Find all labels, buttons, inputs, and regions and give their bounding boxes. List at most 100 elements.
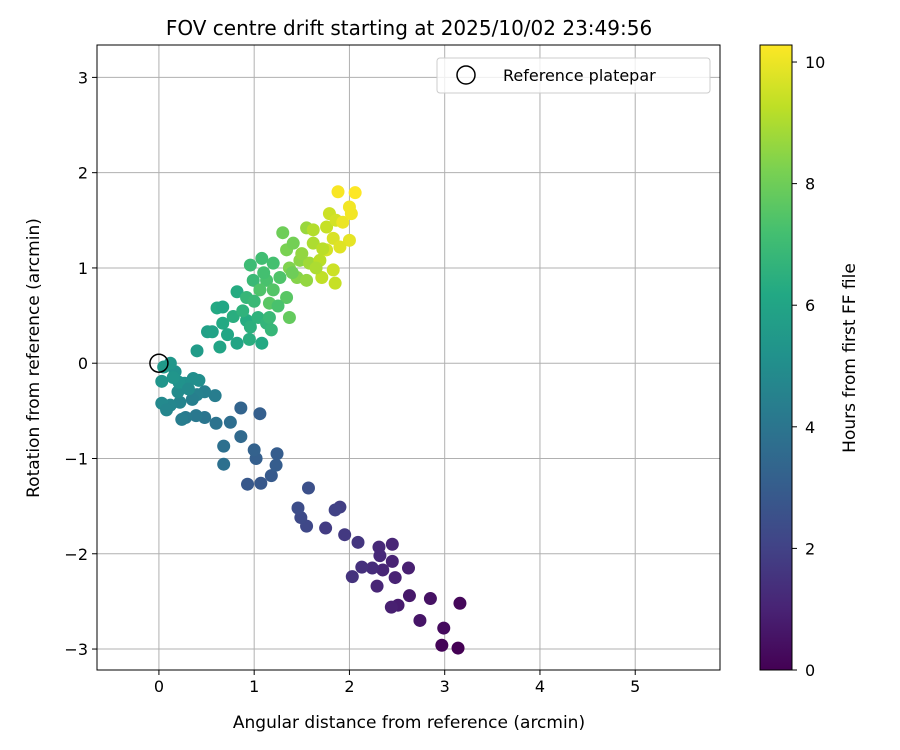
data-point <box>385 554 399 568</box>
data-point <box>264 469 278 483</box>
y-tick-label: −1 <box>64 449 88 468</box>
data-point <box>344 207 358 221</box>
data-point <box>453 596 467 610</box>
data-point <box>254 476 268 490</box>
data-point <box>185 392 199 406</box>
colorbar-tick-label: 10 <box>805 53 825 72</box>
data-point <box>230 336 244 350</box>
data-point <box>355 560 369 574</box>
y-tick-label: 0 <box>78 354 88 373</box>
data-point <box>328 276 342 290</box>
data-point <box>155 374 169 388</box>
data-point <box>413 613 427 627</box>
data-point <box>266 256 280 270</box>
data-point <box>285 266 299 280</box>
data-point <box>255 251 269 265</box>
data-point <box>276 226 290 240</box>
data-point <box>301 481 315 495</box>
data-point <box>253 407 267 421</box>
data-point <box>226 310 240 324</box>
data-point <box>388 571 402 585</box>
chart-title: FOV centre drift starting at 2025/10/02 … <box>166 16 652 40</box>
data-point <box>246 273 260 287</box>
colorbar-tick-label: 0 <box>805 661 815 680</box>
data-point <box>208 389 222 403</box>
data-point <box>255 336 269 350</box>
x-tick-label: 1 <box>249 677 259 696</box>
data-point <box>402 561 415 575</box>
data-point <box>243 258 257 272</box>
data-point <box>338 528 352 542</box>
data-point <box>266 283 280 297</box>
data-point <box>190 344 204 358</box>
data-point <box>247 443 261 457</box>
legend-label: Reference platepar <box>503 66 656 85</box>
data-point <box>282 310 296 324</box>
x-axis-label: Angular distance from reference (arcmin) <box>233 713 585 733</box>
y-tick-label: 2 <box>78 164 88 183</box>
x-tick-label: 2 <box>344 677 354 696</box>
data-point <box>175 412 189 426</box>
data-point <box>336 215 350 229</box>
data-point <box>270 447 284 461</box>
grid <box>97 45 720 670</box>
data-point <box>213 340 227 354</box>
data-point <box>385 537 399 551</box>
data-point <box>236 304 250 318</box>
colorbar-label: Hours from first FF file <box>840 263 860 453</box>
data-point <box>243 320 257 334</box>
y-tick-label: −3 <box>64 640 88 659</box>
y-axis-label: Rotation from reference (arcmin) <box>24 218 44 498</box>
data-point <box>241 477 255 491</box>
colorbar-tick-label: 6 <box>805 296 815 315</box>
data-point <box>328 503 342 517</box>
data-point <box>273 270 287 284</box>
data-point <box>217 439 231 453</box>
points-layer <box>149 185 467 655</box>
x-tick-label: 5 <box>630 677 640 696</box>
data-point <box>320 220 334 234</box>
data-point <box>423 592 437 606</box>
data-point <box>342 233 356 247</box>
data-point <box>315 270 329 284</box>
colorbar-ticks: 0 2 4 6 8 10 <box>792 53 825 680</box>
data-point <box>234 430 248 444</box>
data-point <box>230 285 244 299</box>
data-point <box>365 561 379 575</box>
data-point <box>351 535 365 549</box>
data-point <box>189 409 203 423</box>
data-point <box>326 263 340 277</box>
data-point <box>309 261 323 275</box>
data-point <box>221 328 235 342</box>
y-tick-label: 1 <box>78 259 88 278</box>
plot-frame <box>96 44 721 671</box>
colorbar <box>759 44 793 671</box>
data-point <box>376 563 390 577</box>
data-point <box>209 416 223 430</box>
colorbar-tick-label: 2 <box>805 539 815 558</box>
data-point <box>216 300 230 314</box>
legend-box <box>436 57 711 94</box>
data-point <box>291 501 305 515</box>
colorbar-tick-label: 4 <box>805 418 815 437</box>
y-tick-label: 3 <box>78 68 88 87</box>
reference-platepar-marker <box>149 353 169 373</box>
data-point <box>264 323 278 337</box>
data-point <box>316 242 330 256</box>
data-point <box>370 579 384 593</box>
data-point <box>217 457 231 471</box>
data-point <box>234 401 248 415</box>
data-point <box>262 310 276 324</box>
data-point <box>253 283 267 297</box>
data-point <box>181 382 195 396</box>
data-point <box>331 185 345 199</box>
data-point <box>223 415 237 429</box>
axis-ticks: 0 1 2 3 4 5 −3 −2 −1 0 1 2 3 <box>64 68 640 696</box>
data-point <box>345 570 359 584</box>
y-tick-label: −2 <box>64 545 88 564</box>
data-point <box>160 403 174 417</box>
data-point <box>257 266 271 280</box>
data-point <box>306 236 320 250</box>
data-point <box>300 273 314 287</box>
